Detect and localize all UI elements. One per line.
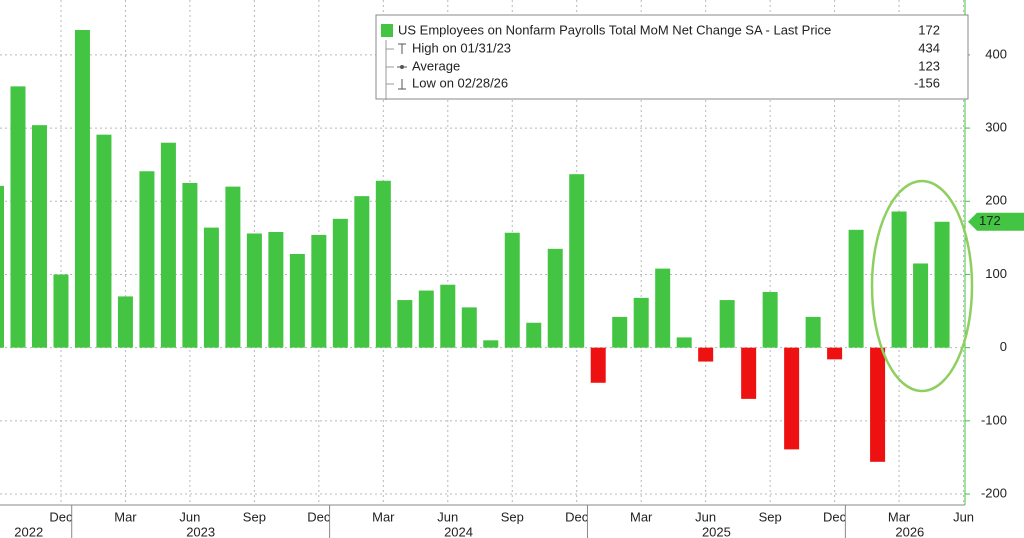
x-tick-label: Mar: [630, 509, 653, 524]
y-tick-label: -100: [981, 412, 1007, 427]
legend-value: 123: [918, 58, 940, 73]
x-tick-label: Mar: [888, 509, 911, 524]
year-label: 2022: [14, 524, 43, 538]
bar: [53, 274, 69, 348]
legend-box: [375, 14, 969, 100]
legend-label: Low on 02/28/26: [412, 75, 508, 90]
bar: [612, 316, 628, 348]
average-icon-dot: [400, 65, 404, 69]
y-tick-label: 300: [985, 120, 1007, 135]
bar: [440, 284, 456, 348]
x-tick-label: Dec: [49, 509, 73, 524]
bar: [719, 300, 735, 348]
bar: [332, 218, 348, 348]
x-tick-label: Mar: [114, 509, 137, 524]
year-label: 2025: [702, 524, 731, 538]
x-tick-label: Sep: [501, 509, 524, 524]
bar: [805, 316, 821, 348]
bar: [827, 347, 843, 360]
bar: [526, 322, 542, 348]
bar: [483, 340, 499, 348]
bar: [547, 248, 563, 348]
y-tick-label: 200: [985, 193, 1007, 208]
x-tick-label: Dec: [565, 509, 589, 524]
high-icon: [398, 43, 406, 54]
last-price-tag: [968, 212, 1024, 231]
bar: [590, 347, 606, 383]
bar: [934, 221, 950, 348]
bar: [848, 229, 864, 348]
year-label: 2026: [895, 524, 924, 538]
x-tick-label: Mar: [372, 509, 395, 524]
legend-swatch: [381, 24, 393, 37]
legend-label: Average: [412, 58, 460, 73]
x-tick-label: Sep: [759, 509, 782, 524]
bar: [10, 86, 26, 348]
bar: [461, 307, 477, 348]
x-tick-label: Jun: [437, 509, 458, 524]
y-tick-label: 100: [985, 266, 1007, 281]
bar: [182, 182, 198, 348]
y-tick-label: -200: [981, 485, 1007, 500]
bar: [31, 125, 47, 348]
legend-label: US Employees on Nonfarm Payrolls Total M…: [398, 22, 831, 37]
last-price-label: 172: [979, 213, 1001, 228]
x-tick-label: Sep: [243, 509, 266, 524]
bar: [375, 180, 391, 348]
x-tick-label: Jun: [179, 509, 200, 524]
bar: [676, 337, 692, 348]
bar: [397, 300, 413, 348]
bar: [74, 30, 90, 348]
bar: [354, 196, 370, 348]
bar: [225, 186, 241, 348]
legend-label: High on 01/31/23: [412, 40, 511, 55]
x-tick-label: Dec: [823, 509, 847, 524]
bar: [504, 232, 520, 348]
year-label: 2023: [186, 524, 215, 538]
bar: [762, 292, 778, 348]
y-tick-label: 0: [1000, 339, 1007, 354]
y-tick-label: 400: [985, 46, 1007, 61]
bar: [741, 347, 757, 399]
legend-value: 172: [918, 22, 940, 37]
bar: [913, 263, 929, 348]
bar: [289, 253, 305, 348]
year-label: 2024: [444, 524, 473, 538]
legend: US Employees on Nonfarm Payrolls Total M…: [375, 14, 969, 100]
highlight-ellipse: [870, 179, 974, 393]
bar: [0, 185, 4, 348]
bar: [139, 171, 155, 348]
bar: [203, 227, 219, 348]
low-icon: [398, 79, 406, 90]
legend-tree: [385, 40, 394, 100]
bar: [569, 174, 585, 348]
bar: [891, 211, 907, 348]
bar: [784, 347, 800, 450]
legend-value: 434: [918, 40, 940, 55]
x-tick-label: Dec: [307, 509, 331, 524]
bar: [698, 347, 714, 362]
bar: [246, 233, 262, 348]
bar: [655, 268, 671, 348]
bar: [633, 297, 649, 348]
bar: [96, 134, 112, 348]
bar: [160, 142, 176, 348]
bar: [117, 296, 133, 348]
bar: [870, 347, 886, 462]
legend-value: -156: [914, 75, 940, 90]
x-tick-label: Jun: [695, 509, 716, 524]
x-tick-label: Jun: [953, 509, 974, 524]
bar: [268, 232, 284, 348]
bar: [418, 290, 434, 348]
bar: [311, 234, 327, 348]
